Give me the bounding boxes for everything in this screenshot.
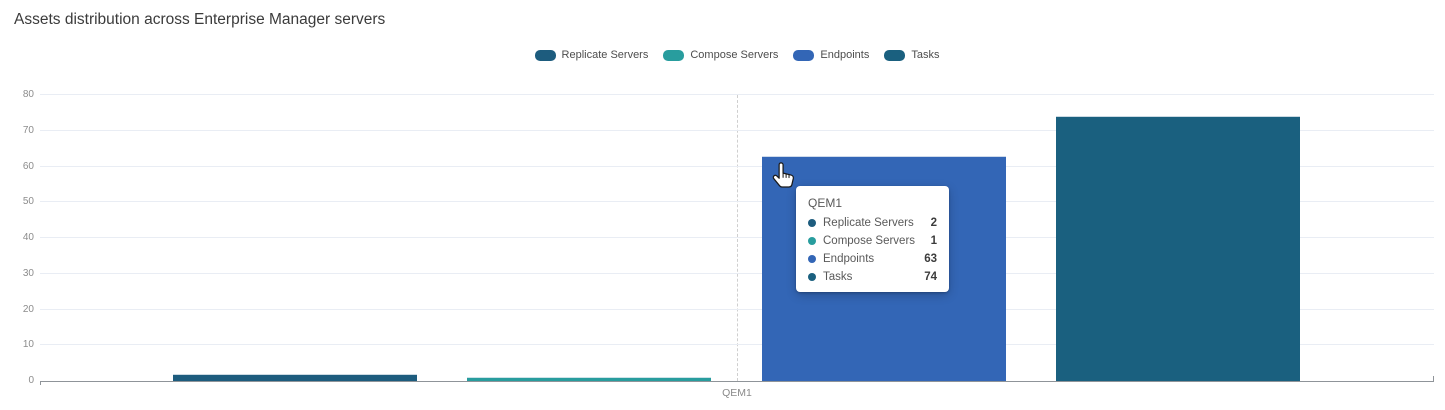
legend-item-label: Tasks xyxy=(911,49,940,61)
gridline-y-70 xyxy=(40,129,1434,131)
legend-item-compose-servers[interactable]: Compose Servers xyxy=(663,49,778,61)
legend: Replicate Servers Compose Servers Endpoint… xyxy=(40,46,1434,64)
x-axis-start-tick xyxy=(40,381,41,385)
y-axis-tick-label-50: 50 xyxy=(22,196,34,208)
gridline-y-10 xyxy=(40,344,1434,346)
plot-area: QEM1 0 10 20 30 40 50 60 70 80 xyxy=(23,89,1434,399)
gridline-y-50 xyxy=(40,201,1434,203)
x-axis-end-tick xyxy=(1433,376,1434,381)
legend-swatch-icon xyxy=(534,49,556,61)
legend-item-label: Compose Servers xyxy=(690,49,779,61)
y-axis-tick-label-40: 40 xyxy=(22,232,34,243)
gridline-y-20 xyxy=(40,308,1434,310)
x-axis-category-label: QEM1 xyxy=(722,387,752,399)
y-axis-tick-label-10: 10 xyxy=(22,339,34,351)
crosshair-dashed-line xyxy=(737,95,738,381)
legend-item-endpoints[interactable]: Endpoints xyxy=(793,49,869,61)
y-axis-tick-label-0: 0 xyxy=(28,375,34,386)
y-axis-tick-label-80: 80 xyxy=(22,89,34,100)
gridline-y-40 xyxy=(40,237,1434,238)
legend-swatch-icon xyxy=(663,49,685,61)
legend-swatch-icon xyxy=(884,49,906,61)
gridline-y-80 xyxy=(40,94,1434,95)
gridline-y-60 xyxy=(40,165,1434,167)
y-axis-tick-label-60: 60 xyxy=(22,160,34,172)
chart-title: Assets distribution across Enterprise Ma… xyxy=(14,11,386,28)
legend-item-label: Endpoints xyxy=(820,49,870,61)
bar-tasks[interactable] xyxy=(1055,116,1300,381)
y-axis-tick-label-30: 30 xyxy=(22,267,34,279)
legend-item-label: Replicate Servers xyxy=(561,49,649,61)
bar-replicate-servers[interactable] xyxy=(172,373,417,381)
legend-item-tasks[interactable]: Tasks xyxy=(884,49,939,61)
legend-swatch-icon xyxy=(793,49,815,61)
y-axis-tick-label-20: 20 xyxy=(22,303,34,315)
bar-endpoints[interactable] xyxy=(761,155,1006,381)
legend-item-replicate-servers[interactable]: Replicate Servers xyxy=(534,49,649,61)
gridline-y-30 xyxy=(40,272,1434,274)
y-axis-tick-label-70: 70 xyxy=(22,124,34,136)
bar-compose-servers[interactable] xyxy=(466,377,711,381)
